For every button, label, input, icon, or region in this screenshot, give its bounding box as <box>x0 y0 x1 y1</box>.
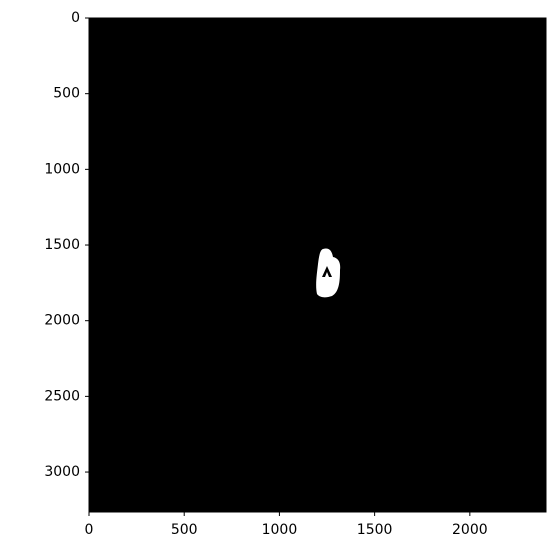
y-tick-label: 3000 <box>44 464 80 480</box>
y-tick-label: 0 <box>71 10 80 26</box>
y-tick-label: 2000 <box>44 313 80 329</box>
y-tick-label: 2500 <box>44 388 80 404</box>
x-tick-label: 500 <box>171 522 198 538</box>
x-tick-label: 0 <box>85 522 94 538</box>
x-tick-label: 1500 <box>357 522 393 538</box>
image-area <box>89 18 546 512</box>
x-tick-label: 2000 <box>452 522 488 538</box>
x-tick-label: 1000 <box>262 522 298 538</box>
y-tick-label: 500 <box>53 86 80 102</box>
chart: 0 500 1000 1500 2000 0 500 1000 1500 2000 2500 3000 <box>0 0 547 543</box>
y-tick-label: 1500 <box>44 237 80 253</box>
y-tick-label: 1000 <box>44 161 80 177</box>
